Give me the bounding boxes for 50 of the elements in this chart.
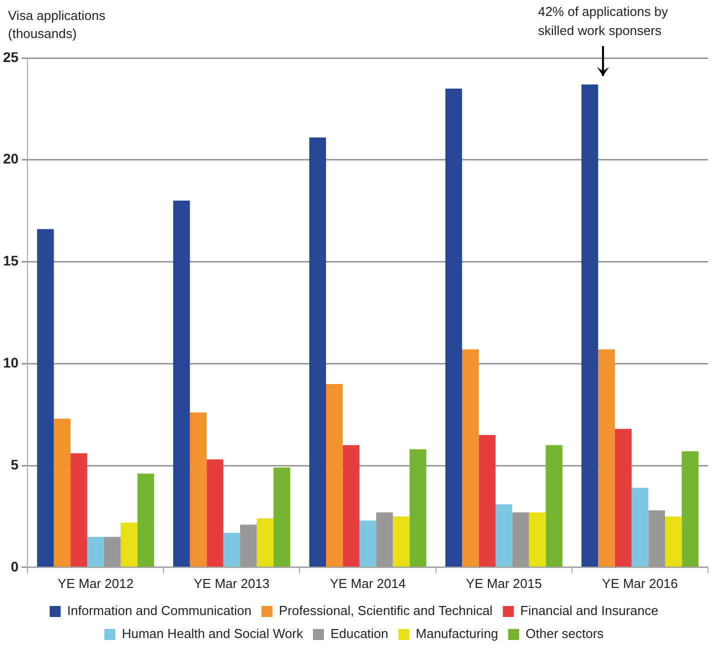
x-tick-label: YE Mar 2015 <box>466 576 542 591</box>
bar <box>87 536 104 567</box>
bar <box>274 468 290 567</box>
bar <box>682 451 698 567</box>
y-tick-label: 20 <box>2 150 19 167</box>
bar <box>546 445 562 567</box>
y-axis-title: Visa applications (thousands) <box>8 8 106 42</box>
bar <box>54 418 71 567</box>
legend-label: Professional, Scientific and Technical <box>278 603 493 618</box>
bar <box>120 522 138 567</box>
bar <box>173 200 190 567</box>
y-tick-label: 0 <box>10 558 19 574</box>
bar <box>581 84 598 567</box>
x-tick-label: YE Mar 2012 <box>58 576 134 591</box>
bar <box>632 488 648 567</box>
legend-label: Financial and Insurance <box>520 603 658 618</box>
y-tick-label: 10 <box>2 354 19 370</box>
bar <box>392 516 410 567</box>
bar <box>223 532 240 567</box>
x-tick-label: YE Mar 2013 <box>194 576 270 591</box>
bar <box>190 412 207 567</box>
bar <box>462 349 479 567</box>
bar <box>478 434 496 567</box>
x-tick-label: YE Mar 2014 <box>330 576 406 591</box>
y-tick-label: 5 <box>10 456 19 472</box>
bar <box>614 428 632 567</box>
bar <box>445 88 462 567</box>
legend-label: Education <box>330 626 388 642</box>
legend-label: Information and Communication <box>67 603 252 618</box>
legend-label: Other sectors <box>526 626 604 642</box>
bar <box>206 459 224 567</box>
bar <box>528 512 546 567</box>
bar <box>496 504 512 567</box>
y-tick-label: 15 <box>2 252 19 269</box>
bar <box>665 516 682 567</box>
bar <box>256 518 274 567</box>
bar <box>410 449 426 567</box>
bar <box>309 137 326 567</box>
bar <box>137 474 154 567</box>
bar <box>326 384 343 567</box>
bar <box>359 520 376 567</box>
y-tick-label: 25 <box>2 48 19 65</box>
bar <box>37 229 54 567</box>
bar <box>598 349 615 567</box>
legend-label: Human Health and Social Work <box>122 626 304 642</box>
bar <box>342 445 360 567</box>
legend-label: Manufacturing <box>416 626 498 642</box>
text: 42% of applications by skilled work sponsers <box>538 4 669 38</box>
x-tick-label: YE Mar 2016 <box>602 576 678 591</box>
bar <box>70 453 88 567</box>
